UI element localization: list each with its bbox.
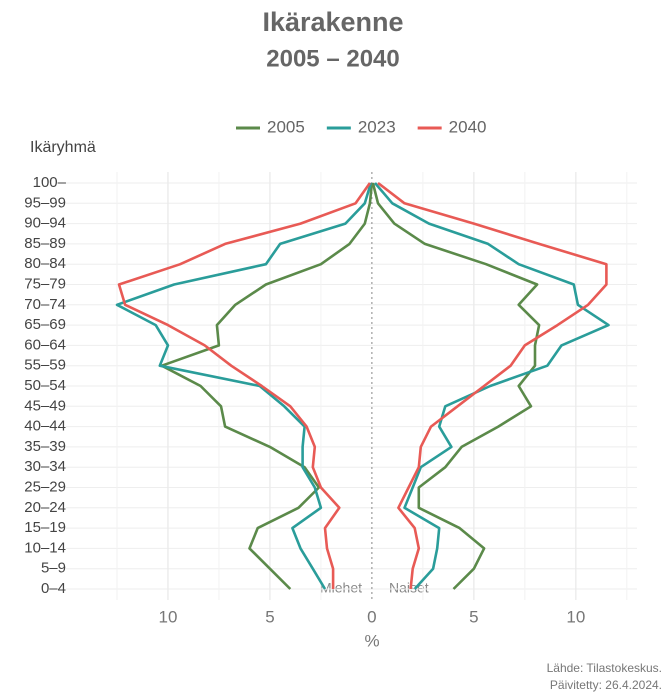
y-tick-label: 75–79 [24,275,66,292]
legend-label: 2040 [449,117,487,136]
source: Päivitetty: 26.4.2024. [550,678,662,692]
y-tick-label: 35–39 [24,438,66,455]
y-tick-label: 55–59 [24,357,66,374]
chart-subtitle: 2005 – 2040 [266,45,399,72]
y-tick-label: 10–14 [24,539,66,556]
y-tick-label: 20–24 [24,499,66,516]
x-tick-label: 5 [265,607,274,626]
annotation: Miehet [320,580,362,596]
x-tick-label: 10 [566,607,585,626]
line-women [371,182,541,590]
y-tick-label: 85–89 [24,235,66,252]
y-tick-label: 70–74 [24,296,66,313]
legend-label: 2023 [358,117,396,136]
y-tick-label: 60–64 [24,336,66,353]
x-tick-label: 0 [367,607,376,626]
y-tick-label: 30–34 [24,458,66,475]
y-tick-label: 95–99 [24,194,66,211]
chart-title: Ikärakenne [262,7,403,37]
y-tick-label: 50–54 [24,377,66,394]
y-tick-label: 65–69 [24,316,66,333]
line-men [160,182,374,590]
y-tick-label: 15–19 [24,519,66,536]
legend-label: 2005 [267,117,305,136]
y-tick-label: 5–9 [41,560,66,577]
x-tick-label: 10 [159,607,178,626]
x-tick-label: 5 [469,607,478,626]
y-tick-label: 80–84 [24,255,66,272]
line-men [117,182,371,589]
y-axis-label: Ikäryhmä [30,139,96,156]
source: Lähde: Tilastokeskus. [547,661,662,675]
x-axis-label: % [364,631,379,650]
y-tick-label: 90–94 [24,215,66,232]
y-tick-label: 0–4 [41,580,66,597]
line-women [374,182,610,590]
y-tick-label: 25–29 [24,478,66,495]
y-tick-label: 40–44 [24,418,66,435]
y-tick-label: 45–49 [24,397,66,414]
y-tick-label: 100– [33,174,67,191]
line-women [377,181,608,590]
